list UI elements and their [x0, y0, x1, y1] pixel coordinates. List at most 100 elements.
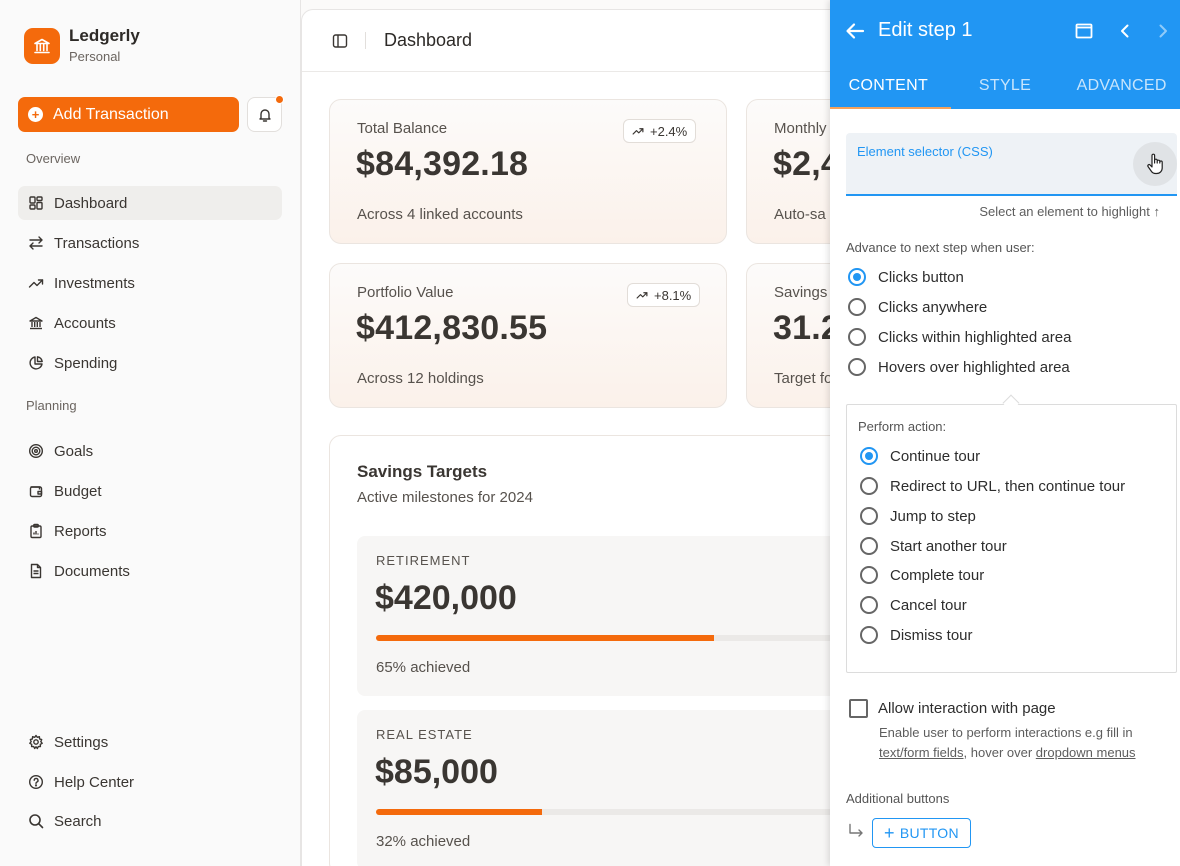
add-transaction-label: Add Transaction — [53, 105, 169, 123]
add-button-button[interactable]: + BUTTON — [872, 818, 971, 848]
section-overview: Overview — [26, 151, 81, 166]
maximize-icon[interactable] — [1074, 21, 1094, 41]
goal-value: $85,000 — [375, 753, 498, 791]
radio-dismiss-tour[interactable]: Dismiss tour — [860, 626, 973, 644]
bank-logo-icon — [24, 28, 60, 64]
progress-fill — [376, 809, 543, 815]
card-footnote: Auto-sa — [774, 206, 826, 223]
sidebar-item-search[interactable]: Search — [18, 804, 282, 838]
element-picker-button[interactable] — [1133, 142, 1177, 186]
brand-name: Ledgerly — [69, 26, 140, 45]
sidebar-item-reports[interactable]: Reports — [18, 514, 282, 548]
brand-subtitle: Personal — [69, 49, 121, 64]
radio-start-another-tour[interactable]: Start another tour — [860, 537, 1007, 555]
card-value: $84,392.18 — [356, 145, 529, 183]
radio-unselected — [848, 328, 866, 346]
sidebar-item-dashboard[interactable]: Dashboard — [18, 186, 282, 220]
top-bar: Dashboard — [302, 10, 1180, 72]
radio-unselected — [848, 298, 866, 316]
pie-chart-icon — [27, 355, 44, 372]
radio-complete-tour[interactable]: Complete tour — [860, 566, 984, 584]
radio-continue-tour[interactable]: Continue tour — [860, 447, 980, 465]
sidebar-item-settings[interactable]: Settings — [18, 725, 282, 759]
action-label: Perform action: — [858, 419, 947, 434]
total-balance-card: Total Balance +2.4% $84,392.18 Across 4 … — [329, 99, 727, 244]
sidebar-item-label: Goals — [54, 442, 94, 460]
sidebar-item-label: Search — [54, 812, 102, 830]
help-icon — [27, 774, 44, 791]
add-transaction-button[interactable]: + Add Transaction — [18, 97, 239, 132]
portfolio-value-card: Portfolio Value +8.1% $412,830.55 Across… — [329, 263, 727, 408]
text-form-fields-link[interactable]: text/form fields — [879, 745, 964, 760]
notifications-button[interactable] — [247, 95, 284, 132]
tab-style[interactable]: STYLE — [978, 76, 1032, 94]
sidebar-item-spending[interactable]: Spending — [18, 346, 282, 380]
search-icon — [27, 813, 44, 830]
arrow-left-icon[interactable] — [844, 20, 866, 42]
radio-redirect-url[interactable]: Redirect to URL, then continue tour — [860, 477, 1125, 495]
section-subtitle: Active milestones for 2024 — [357, 489, 533, 506]
selector-helper-text[interactable]: Select an element to highlight ↑ — [979, 204, 1160, 219]
panel-tabs: CONTENT STYLE ADVANCED — [830, 62, 1180, 109]
subdirectory-arrow-icon — [849, 823, 863, 837]
goal-value: $420,000 — [375, 579, 517, 617]
advance-label: Advance to next step when user: — [846, 240, 1035, 255]
tab-content[interactable]: CONTENT — [830, 62, 951, 109]
arrows-icon — [27, 235, 44, 252]
sidebar-item-budget[interactable]: Budget — [18, 474, 282, 508]
card-label: Savings — [774, 284, 828, 301]
radio-unselected — [860, 507, 878, 525]
radio-unselected — [860, 537, 878, 555]
sidebar-item-transactions[interactable]: Transactions — [18, 226, 282, 260]
radio-unselected — [860, 626, 878, 644]
sidebar-item-goals[interactable]: Goals — [18, 434, 282, 468]
change-badge: +8.1% — [627, 283, 701, 307]
sidebar-item-accounts[interactable]: Accounts — [18, 306, 282, 340]
change-badge: +2.4% — [623, 119, 697, 143]
progress-bar — [376, 635, 896, 641]
radio-clicks-button[interactable]: Clicks button — [848, 268, 964, 286]
field-label: Element selector (CSS) — [857, 144, 993, 159]
bank-icon — [27, 315, 44, 332]
chevron-right-icon[interactable] — [1153, 21, 1173, 41]
allow-interaction-checkbox[interactable]: Allow interaction with page — [849, 699, 1056, 718]
section-title: Savings Targets — [357, 462, 488, 481]
radio-clicks-anywhere[interactable]: Clicks anywhere — [848, 298, 987, 316]
goal-retirement[interactable]: RETIREMENT $420,000 65% achieved — [357, 536, 896, 696]
sidebar: Ledgerly Personal + Add Transaction Over… — [0, 0, 301, 866]
plus-icon: + — [884, 823, 895, 843]
goal-note: 65% achieved — [376, 659, 471, 676]
sidebar-item-label: Reports — [54, 522, 107, 540]
sidebar-item-investments[interactable]: Investments — [18, 266, 282, 300]
radio-cancel-tour[interactable]: Cancel tour — [860, 596, 967, 614]
grid-icon — [27, 195, 44, 212]
radio-unselected — [860, 477, 878, 495]
card-value: $2,4 — [773, 145, 840, 183]
goal-name: RETIREMENT — [376, 553, 471, 568]
sidebar-item-documents[interactable]: Documents — [18, 554, 282, 588]
sidebar-item-help-center[interactable]: Help Center — [18, 765, 282, 799]
radio-jump-to-step[interactable]: Jump to step — [860, 507, 976, 525]
goal-real-estate[interactable]: REAL ESTATE $85,000 32% achieved — [357, 710, 896, 866]
radio-selected — [860, 447, 878, 465]
chevron-left-icon[interactable] — [1115, 21, 1135, 41]
progress-fill — [376, 635, 714, 641]
tab-advanced[interactable]: ADVANCED — [1076, 76, 1167, 94]
page-title: Dashboard — [384, 30, 473, 50]
plus-icon: + — [28, 107, 43, 122]
brand[interactable]: Ledgerly Personal — [24, 26, 140, 66]
panel-header: Edit step 1 CONTENT STYLE ADVANCED — [830, 0, 1180, 109]
clipboard-icon — [27, 523, 44, 540]
gear-icon — [27, 734, 44, 751]
sidebar-toggle-icon[interactable] — [332, 33, 348, 49]
radio-hovers-highlighted[interactable]: Hovers over highlighted area — [848, 358, 1070, 376]
trending-up-icon — [632, 128, 644, 135]
section-planning: Planning — [26, 398, 77, 413]
radio-clicks-highlighted[interactable]: Clicks within highlighted area — [848, 328, 1071, 346]
wallet-icon — [27, 483, 44, 500]
element-selector-input[interactable]: Element selector (CSS) — [846, 133, 1177, 196]
sidebar-item-label: Help Center — [54, 773, 135, 791]
dropdown-menus-link[interactable]: dropdown menus — [1035, 745, 1136, 760]
sidebar-item-label: Transactions — [54, 234, 140, 252]
radio-unselected — [860, 566, 878, 584]
